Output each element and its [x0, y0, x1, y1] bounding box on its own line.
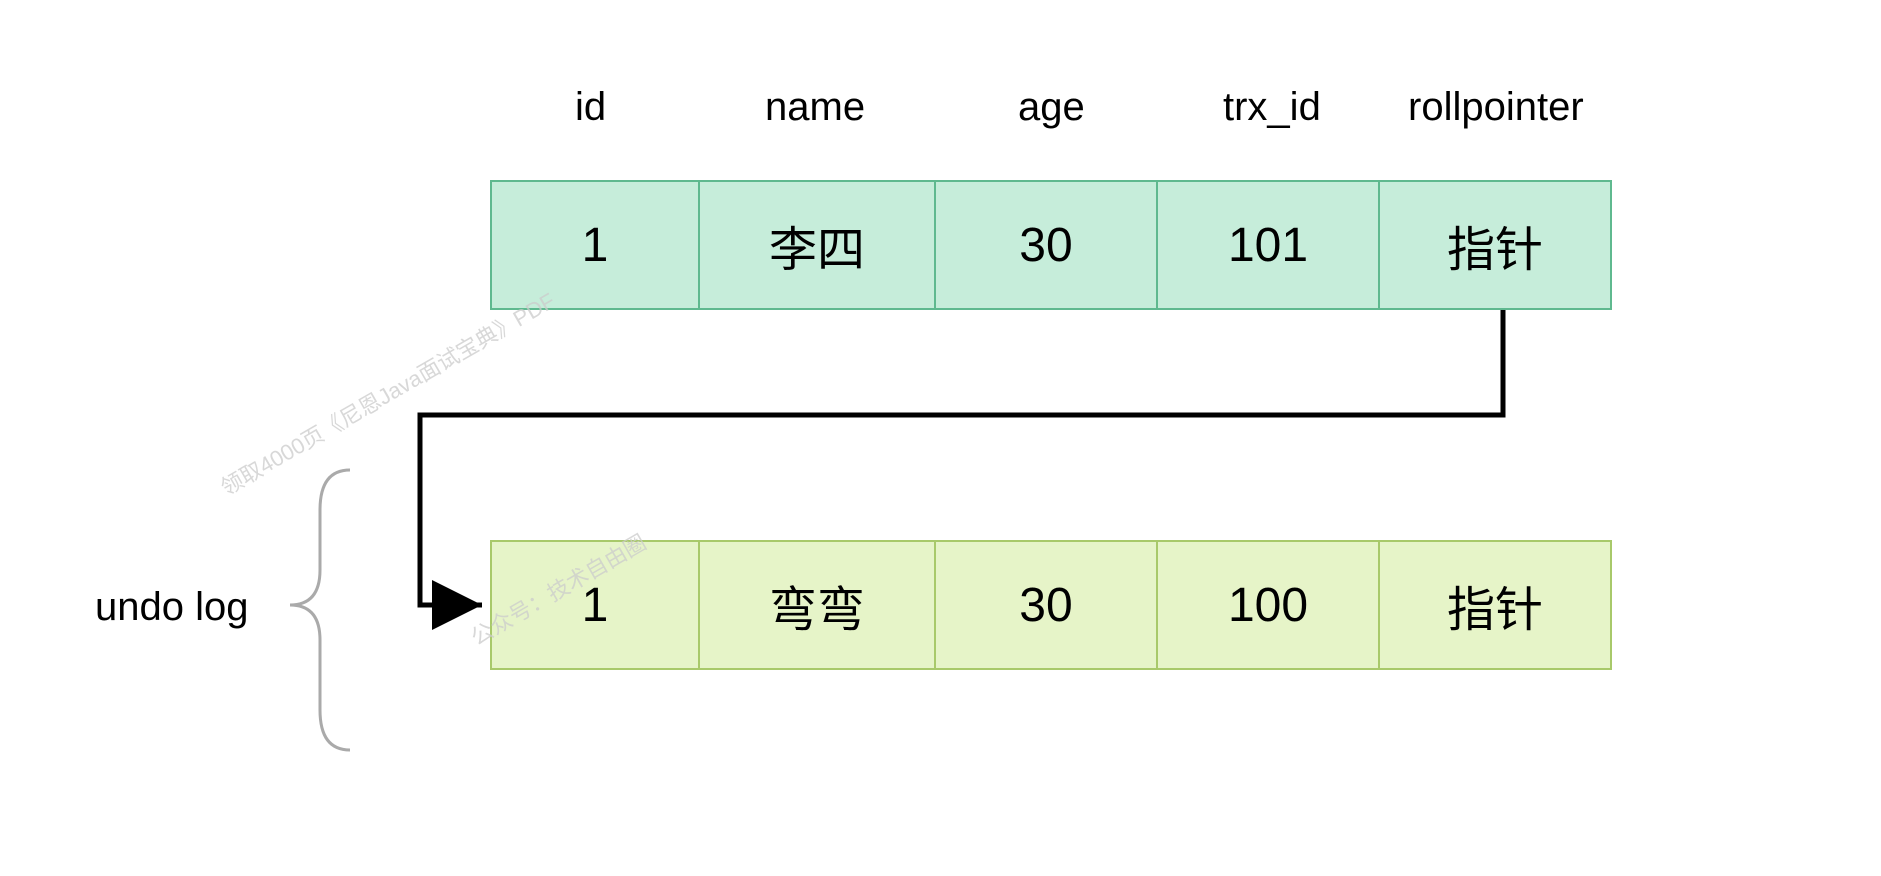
- watermark-text: 领取4000页《尼恩Java面试宝典》PDF: [214, 284, 560, 502]
- col-header-trxid: trx_id: [1223, 85, 1321, 130]
- col-header-id: id: [575, 85, 606, 130]
- brace-icon: [290, 470, 350, 750]
- col-header-rollpointer: rollpointer: [1408, 85, 1584, 130]
- cell-id: 1: [490, 180, 700, 310]
- cell-age: 30: [934, 180, 1158, 310]
- undo-log-label: undo log: [95, 585, 248, 630]
- current-row: 1 李四 30 101 指针: [490, 180, 1612, 310]
- cell-rollpointer: 指针: [1378, 540, 1612, 670]
- cell-age: 30: [934, 540, 1158, 670]
- col-header-age: age: [1018, 85, 1085, 130]
- cell-rollpointer: 指针: [1378, 180, 1612, 310]
- col-header-name: name: [765, 85, 865, 130]
- cell-trxid: 100: [1156, 540, 1380, 670]
- undo-row: 1 弯弯 30 100 指针: [490, 540, 1612, 670]
- cell-name: 李四: [698, 180, 936, 310]
- cell-name: 弯弯: [698, 540, 936, 670]
- cell-trxid: 101: [1156, 180, 1380, 310]
